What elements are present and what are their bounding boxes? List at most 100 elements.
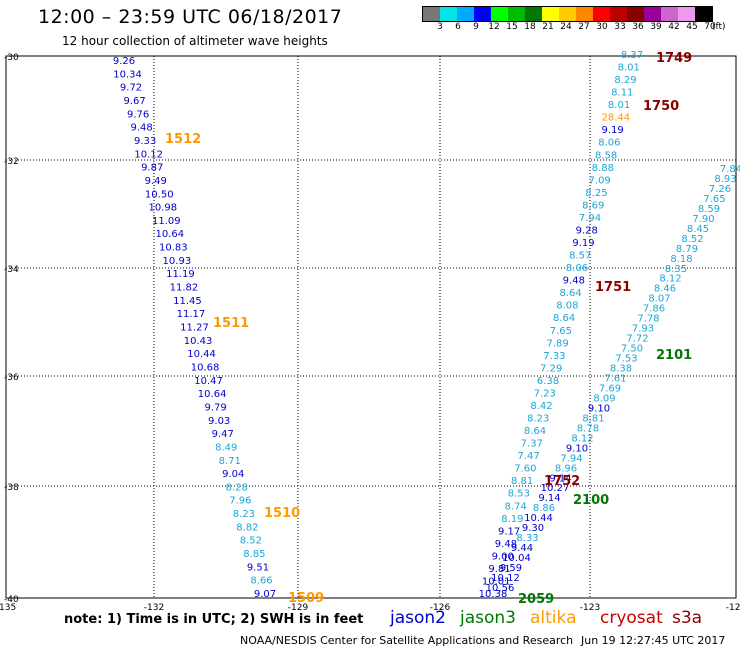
longitude-label: -126	[430, 603, 451, 613]
wave-height-label: 7.78	[637, 314, 659, 325]
wave-height-label: 8.19	[501, 514, 523, 525]
colorbar-swatch	[474, 7, 491, 21]
wave-height-label: 11.82	[170, 283, 199, 294]
latitude-label: -32	[4, 157, 19, 167]
wave-height-label: 8.37	[621, 50, 643, 61]
colorbar-tick-label: 33	[614, 22, 626, 32]
colorbar-tick-label: 42	[668, 22, 680, 32]
pass-time-label: 1749	[656, 51, 692, 66]
wave-height-label: 9.26	[113, 56, 135, 67]
colorbar-unit: (ft)	[712, 22, 726, 32]
colorbar-tick-label: 36	[632, 22, 644, 32]
wave-height-label: 8.85	[243, 549, 265, 560]
wave-height-label: 7.47	[517, 451, 539, 462]
wave-height-label: 7.69	[599, 383, 621, 394]
pass-time-label: 1511	[213, 316, 249, 331]
wave-height-label: 8.57	[569, 251, 591, 262]
wave-height-label: 8.33	[516, 533, 538, 544]
wave-height-label: 9.14	[549, 473, 571, 484]
wave-height-label: 9.00	[492, 551, 514, 562]
wave-height-label: 8.01	[618, 63, 640, 74]
colorbar-swatch	[440, 7, 457, 21]
wave-height-label: 9.51	[247, 562, 269, 573]
pass-time-label: 2059	[518, 592, 554, 607]
colorbar-tick-label: 21	[542, 22, 554, 32]
wave-height-label: 10.44	[524, 513, 553, 524]
wave-height-label: 9.10	[588, 403, 610, 414]
wave-height-label: 9.79	[205, 402, 227, 413]
wave-height-label: 10.64	[156, 229, 185, 240]
legend-item-jason2: jason2	[390, 608, 446, 628]
colorbar-swatch	[576, 7, 593, 21]
colorbar-tick-label: 24	[560, 22, 572, 32]
pass-time-label: 2101	[656, 348, 692, 363]
pass-time-label: 1751	[595, 280, 631, 295]
wave-height-label: 10.47	[194, 376, 223, 387]
wave-height-label: 9.87	[141, 163, 163, 174]
wave-height-label: 10.34	[113, 69, 142, 80]
wave-height-label: 8.07	[648, 294, 670, 305]
wave-height-label: 7.29	[540, 363, 562, 374]
colorbar-swatch	[542, 7, 559, 21]
wave-height-label: 9.17	[498, 526, 520, 537]
wave-height-label: 8.53	[508, 489, 530, 500]
wave-height-label: 7.84	[720, 164, 740, 175]
map-frame	[5, 55, 737, 599]
wave-height-label: 9.30	[522, 523, 544, 534]
longitude-label: -123	[580, 603, 600, 613]
wave-height-label: 9.49	[145, 176, 167, 187]
wave-height-label: 11.27	[180, 323, 209, 334]
colorbar-tick-label: 3	[437, 22, 443, 32]
wave-height-label: 8.71	[219, 456, 241, 467]
wave-height-label: 10.56	[486, 583, 515, 594]
legend-item-altika: altika	[530, 608, 577, 628]
wave-height-label: 9.76	[127, 109, 149, 120]
wave-height-label: 6.38	[537, 376, 559, 387]
wave-height-label: 8.09	[593, 393, 615, 404]
legend-item-cryosat: cryosat	[600, 608, 663, 628]
wave-height-label: 8.69	[582, 200, 604, 211]
wave-height-label: 7.26	[709, 184, 731, 195]
colorbar-swatch	[508, 7, 525, 21]
wave-height-label: 9.04	[222, 469, 244, 480]
pass-time-label: 2100	[573, 493, 609, 508]
colorbar-swatch	[423, 7, 440, 21]
page-subtitle: 12 hour collection of altimeter wave hei…	[62, 34, 328, 48]
colorbar-tick-label: 6	[455, 22, 461, 32]
wave-height-label: 10.27	[541, 483, 570, 494]
wave-height-label: 8.79	[676, 244, 698, 255]
wave-height-label: 7.93	[632, 324, 654, 335]
wave-height-label: 10.01	[482, 576, 511, 587]
wave-height-label: 8.25	[585, 188, 607, 199]
wave-height-label: 8.93	[714, 174, 736, 185]
page-title: 12:00 – 23:59 UTC 06/18/2017	[38, 6, 343, 28]
wave-height-label: 7.65	[550, 326, 572, 337]
wave-height-label: 8.28	[226, 482, 248, 493]
colorbar-tick-label: 18	[524, 22, 536, 32]
wave-height-label: 8.38	[610, 364, 632, 375]
wave-height-label: 8.46	[654, 284, 676, 295]
wave-height-label: 8.64	[559, 288, 581, 299]
pass-time-label: 1512	[165, 132, 201, 147]
latitude-label: -34	[4, 265, 19, 275]
pass-time-label: 1509	[288, 591, 324, 606]
colorbar-swatch	[678, 7, 695, 21]
wave-height-label: 10.83	[159, 243, 188, 254]
wave-height-label: 9.03	[208, 416, 230, 427]
wave-height-label: 7.50	[621, 344, 643, 355]
wave-height-label: 10.43	[184, 336, 213, 347]
wave-height-label: 7.90	[692, 214, 714, 225]
wave-height-label: 9.44	[511, 543, 533, 554]
wave-height-label: 7.60	[514, 464, 536, 475]
colorbar-tick-label: 12	[488, 22, 500, 32]
wave-height-label: 8.88	[592, 163, 614, 174]
wave-height-label: 9.10	[566, 443, 588, 454]
wave-height-label: 11.17	[177, 309, 206, 320]
wave-height-label: 8.82	[236, 522, 258, 533]
wave-height-label: 7.94	[560, 453, 582, 464]
wave-height-label: 9.14	[538, 493, 560, 504]
wave-height-label: 10.50	[145, 189, 174, 200]
wave-height-label: 11.19	[166, 269, 195, 280]
wave-height-label: 8.74	[504, 501, 526, 512]
latitude-label: -36	[4, 373, 19, 383]
